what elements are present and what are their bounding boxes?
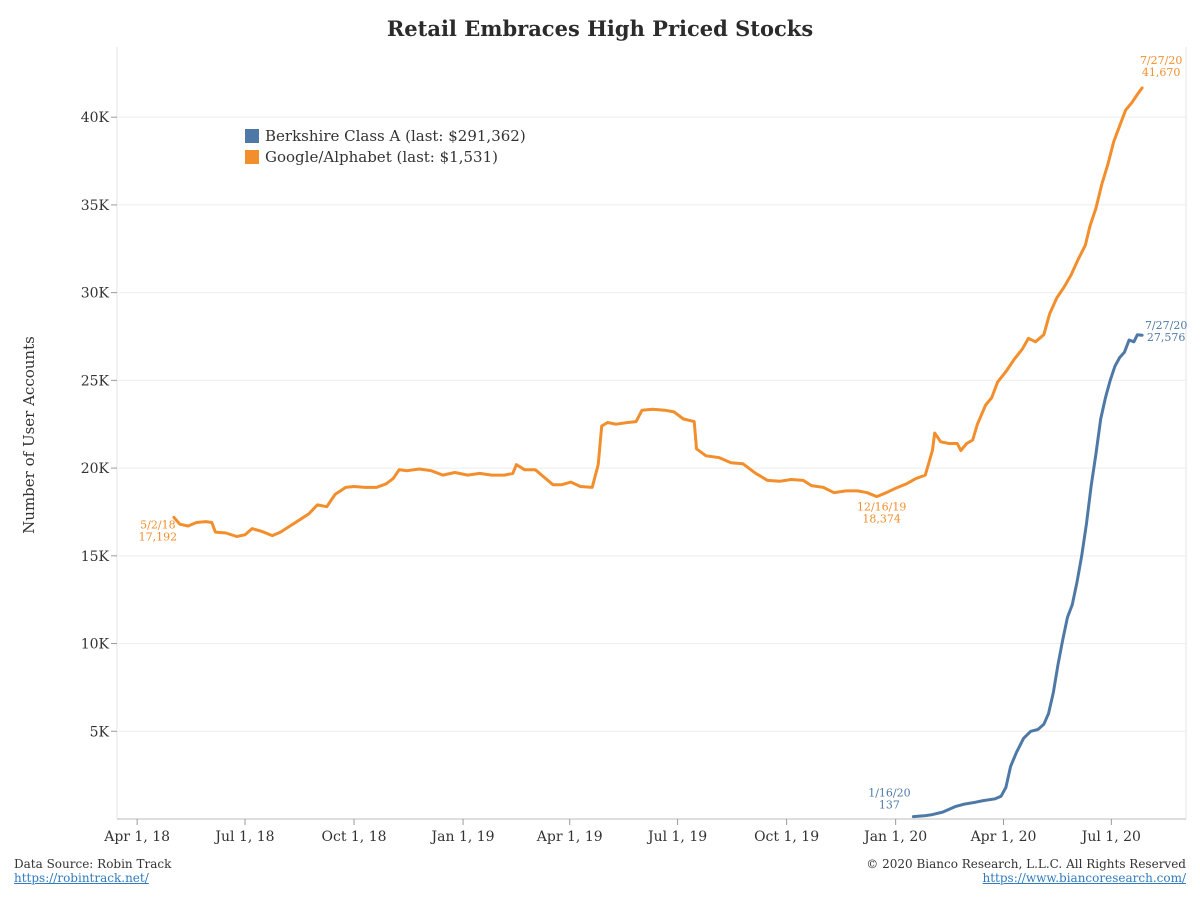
annotation-value-label: 17,192 [139, 530, 178, 543]
annotation-date-label: 7/27/20 [1145, 319, 1187, 332]
y-tick-label: 30K [81, 286, 110, 302]
chart-title: Retail Embraces High Priced Stocks [386, 16, 814, 41]
y-axis-label: Number of User Accounts [20, 336, 38, 534]
x-tick-label: Apr 1, 20 [970, 829, 1037, 845]
footer-copyright: © 2020 Bianco Research, L.L.C. All Right… [866, 857, 1186, 885]
legend-swatch-berkshire [245, 128, 259, 143]
annotation-date-label: 1/16/20 [868, 787, 910, 800]
legend-item-berkshire[interactable]: Berkshire Class A (last: $291,362) [245, 125, 526, 146]
annotation-date-label: 5/2/18 [140, 518, 175, 531]
robintrack-link[interactable]: https://robintrack.net/ [14, 871, 149, 885]
y-tick-label: 35K [81, 198, 110, 214]
data-source-label: Data Source: Robin Track [14, 857, 172, 871]
x-tick-label: Oct 1, 19 [754, 829, 819, 845]
y-tick-label: 40K [81, 110, 110, 126]
y-tick-label: 15K [81, 549, 110, 565]
x-tick-label: Jul 1, 18 [213, 829, 274, 845]
y-tick-label: 5K [90, 724, 110, 740]
annotation-date-label: 12/16/19 [857, 501, 906, 514]
y-tick-label: 20K [81, 461, 110, 477]
berkshire-series-line [911, 333, 1144, 819]
x-tick-label: Apr 1, 19 [536, 829, 603, 845]
annotation-value-label: 27,576 [1147, 331, 1186, 344]
footer-source: Data Source: Robin Track https://robintr… [14, 857, 171, 885]
annotation-value-label: 41,670 [1142, 66, 1181, 79]
chart-legend: Berkshire Class A (last: $291,362) Googl… [245, 125, 526, 167]
copyright-text: © 2020 Bianco Research, L.L.C. All Right… [866, 857, 1186, 871]
x-tick-label: Jan 1, 20 [862, 829, 927, 845]
google-series-line [172, 86, 1144, 538]
x-tick-label: Jul 1, 20 [1080, 829, 1141, 845]
x-tick-label: Jul 1, 19 [646, 829, 707, 845]
x-tick-label: Jan 1, 19 [430, 829, 495, 845]
annotation-value-label: 18,374 [862, 513, 901, 526]
legend-label-google: Google/Alphabet (last: $1,531) [265, 147, 498, 166]
legend-item-google[interactable]: Google/Alphabet (last: $1,531) [245, 146, 526, 167]
x-tick-label: Apr 1, 18 [103, 829, 170, 845]
legend-label-berkshire: Berkshire Class A (last: $291,362) [265, 126, 526, 145]
legend-swatch-google [245, 149, 259, 164]
y-tick-label: 25K [81, 373, 110, 389]
biancoresearch-link[interactable]: https://www.biancoresearch.com/ [982, 871, 1186, 885]
annotation-date-label: 7/27/20 [1140, 54, 1182, 67]
annotation-value-label: 137 [879, 799, 900, 812]
y-tick-label: 10K [81, 637, 110, 653]
x-tick-label: Oct 1, 18 [322, 829, 387, 845]
